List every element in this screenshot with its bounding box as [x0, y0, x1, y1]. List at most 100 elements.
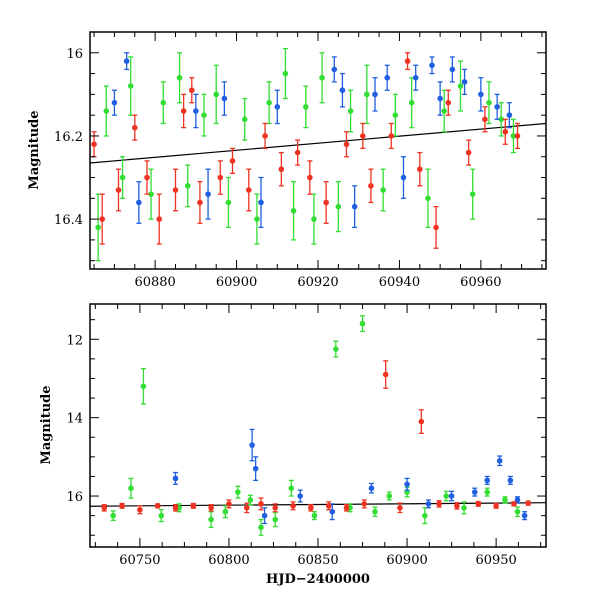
bottom-green-point	[140, 383, 147, 390]
bottom-axes: 60750 60800 60850 60900 60950 12 14 16	[66, 304, 546, 568]
top-plot-area	[90, 47, 546, 262]
top-red-point	[514, 133, 521, 139]
top-green-point	[225, 199, 232, 206]
top-green-point	[441, 108, 448, 114]
bottom-panel: 60750 60800 60850 60900 60950 12 14 16 Magnitud…	[39, 303, 547, 587]
bottom-red-point	[272, 505, 279, 511]
bottom-x-axis-title: HJD−2400000	[266, 572, 370, 587]
top-red-point	[156, 216, 163, 222]
bottom-red-point	[418, 418, 425, 425]
top-red-point	[172, 187, 179, 193]
top-green-point	[266, 99, 272, 106]
top-green-point	[380, 187, 386, 193]
bottom-green-point	[247, 497, 254, 503]
bottom-green-point	[222, 508, 229, 515]
bottom-blue-point	[507, 477, 514, 484]
top-blue-point	[331, 66, 338, 73]
top-red-point	[180, 108, 187, 114]
top-blue-point	[193, 108, 199, 114]
bottom-x-tick-label: 60850	[297, 553, 338, 568]
bottom-red-point	[190, 503, 197, 509]
bottom-red-point	[475, 501, 482, 507]
bottom-red-point	[325, 503, 332, 509]
bottom-green-point	[110, 512, 116, 519]
top-green-point	[302, 104, 309, 110]
bottom-plot-area	[90, 315, 546, 536]
top-green-point	[498, 116, 505, 123]
bottom-red-point	[511, 501, 517, 507]
top-blue-point	[136, 199, 142, 206]
top-green-point	[95, 224, 101, 231]
top-blue-point	[437, 95, 443, 102]
bottom-green-point	[128, 485, 134, 492]
top-green-point	[469, 191, 476, 197]
top-blue-point	[221, 95, 228, 102]
top-blue-point	[384, 74, 391, 81]
top-blue-point	[339, 87, 346, 94]
bottom-red-point	[290, 503, 296, 509]
bottom-red-point	[382, 371, 389, 378]
top-green-point	[335, 203, 342, 210]
top-red-point	[502, 128, 509, 135]
top-red-point	[144, 174, 150, 181]
top-blue-point	[372, 91, 378, 98]
top-green-point	[510, 133, 517, 139]
bottom-green-point	[484, 489, 491, 495]
top-red-point	[217, 174, 224, 181]
bottom-red-point	[119, 503, 125, 509]
bottom-x-tick-label: 60800	[208, 553, 249, 568]
bottom-red-point	[243, 505, 250, 511]
top-green-point	[119, 174, 126, 181]
top-green-point	[103, 108, 110, 114]
bottom-green-point	[258, 524, 264, 531]
bottom-red-point	[137, 506, 143, 513]
bottom-red-point	[308, 505, 314, 511]
bottom-blue-point	[484, 477, 491, 484]
top-blue-point	[274, 104, 281, 110]
bottom-blue-point	[297, 493, 303, 499]
top-x-tick-label: 60880	[134, 275, 175, 290]
top-panel: 60880 60900 60920 60940 60960 16 16.2 16.4 Magn…	[27, 31, 547, 290]
bottom-series-green	[110, 315, 521, 536]
bottom-blue-point	[471, 489, 478, 495]
bottom-blue-point	[172, 475, 179, 482]
top-red-point	[99, 216, 106, 222]
top-axes: 60880 60900 60920 60940 60960 16 16.2 16.4	[54, 31, 546, 290]
top-red-point	[416, 166, 423, 173]
top-blue-point	[478, 91, 484, 98]
bottom-green-point	[443, 493, 450, 499]
top-red-point	[229, 158, 236, 164]
top-red-point	[433, 224, 439, 231]
bottom-green-point	[288, 485, 295, 492]
top-blue-point	[258, 199, 264, 206]
bottom-blue-point	[496, 457, 503, 464]
top-red-point	[465, 149, 472, 156]
top-plot-frame	[89, 31, 547, 270]
top-green-point	[319, 74, 325, 81]
bottom-green-point	[235, 489, 241, 495]
top-green-point	[241, 116, 248, 123]
top-red-point	[115, 187, 122, 193]
bottom-blue-point	[368, 485, 375, 492]
bottom-green-point	[158, 512, 165, 519]
top-green-point	[347, 108, 354, 114]
top-red-point	[359, 133, 366, 139]
top-green-point	[213, 91, 220, 98]
top-green-point	[408, 99, 415, 106]
bottom-series-blue	[172, 428, 528, 525]
bottom-green-point	[359, 320, 366, 327]
top-green-point	[127, 83, 134, 89]
bottom-blue-point	[252, 465, 259, 472]
bottom-blue-point	[261, 512, 268, 519]
top-red-point	[188, 87, 195, 94]
top-red-point	[404, 58, 411, 64]
bottom-green-point	[208, 516, 214, 523]
top-green-point	[282, 70, 289, 77]
top-x-tick-label: 60940	[379, 275, 420, 290]
top-blue-point	[494, 104, 500, 110]
top-green-point	[176, 74, 183, 81]
top-x-tick-label: 60960	[460, 275, 501, 290]
bottom-green-point	[502, 497, 508, 503]
top-green-point	[160, 99, 167, 106]
top-blue-point	[400, 174, 407, 181]
